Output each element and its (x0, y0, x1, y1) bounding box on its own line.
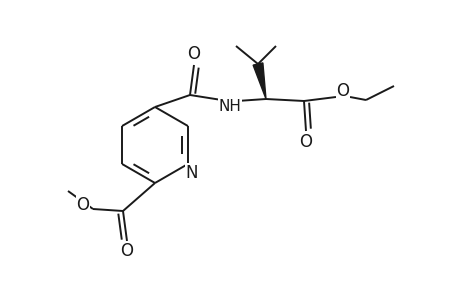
Text: O: O (187, 45, 200, 63)
Text: O: O (336, 82, 349, 100)
Text: O: O (299, 133, 312, 151)
Text: N: N (185, 164, 198, 182)
Text: O: O (76, 196, 90, 214)
Text: O: O (120, 242, 133, 260)
Polygon shape (252, 63, 265, 99)
Text: NH: NH (218, 98, 241, 113)
